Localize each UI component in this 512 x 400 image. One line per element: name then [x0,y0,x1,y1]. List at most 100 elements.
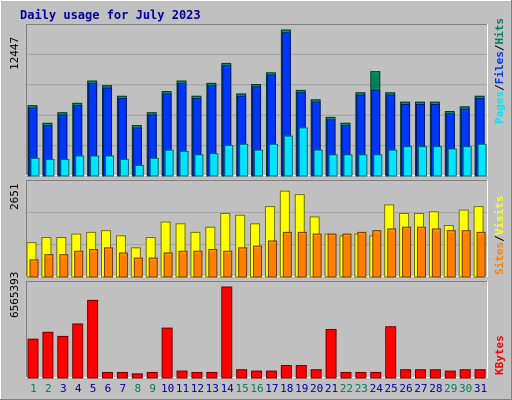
hits-bar-highlight [118,97,126,99]
kbytes-bar [27,338,39,379]
day-label: 27 [414,382,427,395]
pages-bar [268,143,278,177]
pages-bar-highlight [315,151,322,153]
hits-bar-highlight [386,93,394,95]
sites-bar [178,250,188,278]
pages-bar [298,127,308,177]
day-label: 23 [355,382,368,395]
hits-bar-highlight [58,113,66,115]
sites-bar [163,252,173,278]
files-bar-highlight [462,110,469,112]
day-label: 21 [325,382,338,395]
pages-bar-highlight [434,147,441,149]
sites-bar-highlight [60,255,67,257]
hits-bar-highlight [416,103,424,105]
files-bar-highlight [179,84,186,86]
visits-bar-highlight [72,235,80,237]
kbytes-bar [161,327,173,379]
hits-bar-highlight [356,93,364,95]
sites-bar [267,240,277,278]
visits-bar-highlight [162,223,170,225]
files-bar-highlight [357,96,364,98]
pages-bar-highlight [344,155,351,157]
hits-bar-highlight [29,106,36,108]
pages-bar [119,159,129,177]
pages-bar-highlight [32,159,38,161]
files-bar-highlight [119,99,126,101]
hits-files-pages-panel [26,24,488,177]
files-bar-highlight [134,128,141,130]
kbytes-bar [355,371,367,379]
legend-text: Sites/Visits [493,196,506,276]
day-label: 5 [90,382,97,395]
files-bar-highlight [387,96,394,98]
hits-bar-highlight [431,103,439,105]
sites-bar-highlight [433,229,440,231]
sites-bar [342,233,352,278]
pages-bar [403,146,413,177]
day-label: 18 [280,382,293,395]
kbytes-bar-highlight [237,370,246,372]
hits-bar-highlight [148,113,156,115]
kbytes-bar-highlight [43,333,52,335]
pages-bar [90,155,100,177]
kbytes-bar-highlight [88,301,97,303]
sites-bar-highlight [135,259,142,261]
pages-bar-highlight [464,147,471,149]
visits-bar-highlight [385,205,393,207]
kbytes-panel-legend: KBytes [493,335,506,375]
kbytes-bar [325,328,337,379]
kbytes-bar [251,370,263,379]
files-bar-highlight [402,105,409,107]
visits-bar-highlight [132,248,140,250]
pages-bar-highlight [404,147,411,149]
kbytes-bar-highlight [118,373,127,375]
visits-bar-highlight [191,233,199,235]
kbytes-bar-highlight [29,340,37,342]
sites-bar [74,250,84,278]
visits-bar-highlight [57,238,65,240]
day-label: 7 [120,382,127,395]
hits-bar-highlight [178,81,186,83]
sites-bar [223,250,233,278]
kbytes-bar-highlight [356,373,365,375]
pages-bar-highlight [374,155,381,157]
day-label: 31 [474,382,487,395]
pages-bar-highlight [479,145,486,147]
sites-bar [431,228,441,278]
files-bar-highlight [268,76,275,78]
pages-bar [239,143,249,177]
kbytes-bar-highlight [267,372,276,374]
sites-bar [357,231,367,278]
visits-bar-highlight [42,238,50,240]
kbytes-bar-highlight [207,373,216,375]
kbytes-bar-highlight [282,366,291,368]
pages-bar-highlight [195,155,202,157]
pages-bar-highlight [76,157,83,159]
pages-bar-highlight [61,160,68,162]
hits-bar-highlight [237,94,245,96]
kbytes-bar [57,335,69,379]
sites-bar-highlight [150,259,157,261]
kbytes-bar-highlight [252,372,261,374]
kbytes-bar [444,370,456,379]
kbytes-bar-highlight [401,370,410,372]
files-bar-highlight [342,126,349,128]
pages-bar [194,154,204,177]
visits-sites-panel [26,180,488,278]
legend-visits: Visits [493,196,506,236]
kbytes-bar [221,286,233,379]
legend-kbytes: KBytes [493,335,506,375]
pages-bar-highlight [419,147,426,149]
pages-bar-highlight [389,151,396,153]
visits-bar-highlight [221,214,229,216]
files-bar-highlight [417,105,424,107]
legend-separator: / [493,44,506,51]
sites-bar [402,226,412,278]
visits-bar-highlight [28,243,35,245]
legend-sites: Sites [493,242,506,275]
sites-bar [148,257,158,278]
hits-bar-highlight [312,100,320,102]
day-label: 22 [340,382,353,395]
pages-bar [358,154,368,177]
